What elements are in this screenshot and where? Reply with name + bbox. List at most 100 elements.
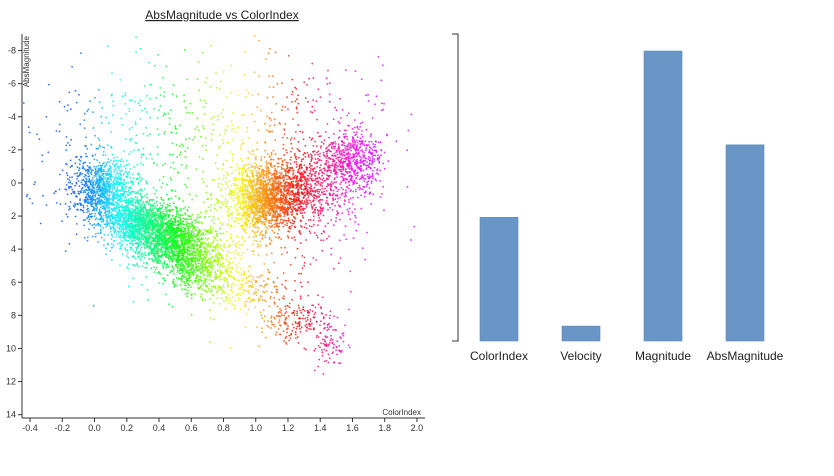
scatter-point [178,223,180,226]
scatter-point [130,235,133,238]
scatter-point [139,199,142,202]
scatter-point [118,206,121,209]
scatter-point [213,264,216,267]
scatter-point [188,236,191,238]
scatter-point [178,253,181,256]
scatter-point [112,217,115,219]
scatter-point [105,226,108,228]
scatter-point [113,239,116,242]
scatter-point [114,163,117,166]
scatter-point [180,208,183,210]
scatter-point [120,178,123,181]
scatter-point [265,198,267,201]
scatter-point [241,167,244,170]
scatter-point [278,229,280,231]
scatter-point [148,257,151,260]
scatter-point [87,201,89,203]
scatter-point [121,216,124,219]
scatter-point [155,259,158,262]
scatter-point [82,179,85,181]
scatter-point [167,204,170,207]
scatter-point [115,197,117,200]
scatter-point [246,186,249,189]
scatter-point [177,219,180,222]
scatter-point [176,271,179,274]
scatter-point [146,208,149,211]
scatter-point [187,292,189,294]
scatter-point [196,260,199,263]
scatter-point [108,201,110,204]
scatter-point [106,161,109,164]
scatter-point [172,278,175,281]
scatter-point [117,218,120,221]
scatter-point [219,269,222,272]
scatter-point [145,261,148,264]
scatter-point [283,215,285,218]
scatter-point [151,237,154,239]
scatter-point [148,228,151,231]
scatter-point [181,275,184,277]
scatter-point [196,241,199,243]
scatter-point [257,204,259,207]
scatter-point [82,206,85,209]
scatter-point [140,162,142,164]
scatter-point [109,190,111,193]
scatter-point [206,251,209,254]
scatter-point [203,250,206,253]
scatter-point [109,214,112,217]
scatter-point [111,208,114,211]
scatter-point [237,242,239,245]
scatter-point [117,198,120,201]
scatter-point [68,176,71,179]
scatter-point [98,197,101,200]
scatter-point [188,273,191,276]
scatter-point [200,234,202,237]
scatter-point [117,230,120,233]
scatter-point [207,249,209,252]
scatter-point [191,257,194,260]
scatter-point [204,233,207,236]
scatter-point [122,221,125,224]
scatter-point [175,277,178,279]
scatter-point [231,172,233,175]
scatter-point [226,211,229,213]
scatter-point [161,250,164,253]
scatter-point [102,151,105,153]
scatter-point [149,242,152,245]
scatter-point [158,282,161,284]
scatter-point [166,231,169,234]
scatter-point [191,224,194,227]
scatter-point [165,227,167,230]
scatter-point [175,263,178,266]
scatter-point [94,199,96,202]
scatter-point [102,219,105,222]
scatter-point [153,237,156,240]
scatter-point [73,205,76,208]
scatter-point [119,210,121,212]
scatter-point [83,199,86,201]
scatter-point [236,220,239,222]
scatter-point [274,206,277,209]
scatter-point [292,215,295,218]
scatter-point [122,190,125,192]
scatter-point [125,182,127,184]
scatter-point [218,266,221,269]
scatter-point [148,217,151,220]
scatter-point [242,207,244,210]
scatter-point [186,209,189,211]
scatter-point [119,217,122,220]
scatter-point [268,221,270,224]
scatter-point [89,222,91,225]
scatter-point [119,212,122,215]
scatter-point [99,228,102,231]
scatter-point [242,209,245,212]
scatter-point [176,262,179,264]
scatter-point [157,238,160,241]
scatter-point [159,207,162,210]
scatter-point [109,176,112,179]
scatter-point [140,228,143,230]
scatter-point [249,169,252,172]
scatter-point [182,217,185,220]
scatter-point [148,201,150,203]
scatter-point [129,226,132,228]
